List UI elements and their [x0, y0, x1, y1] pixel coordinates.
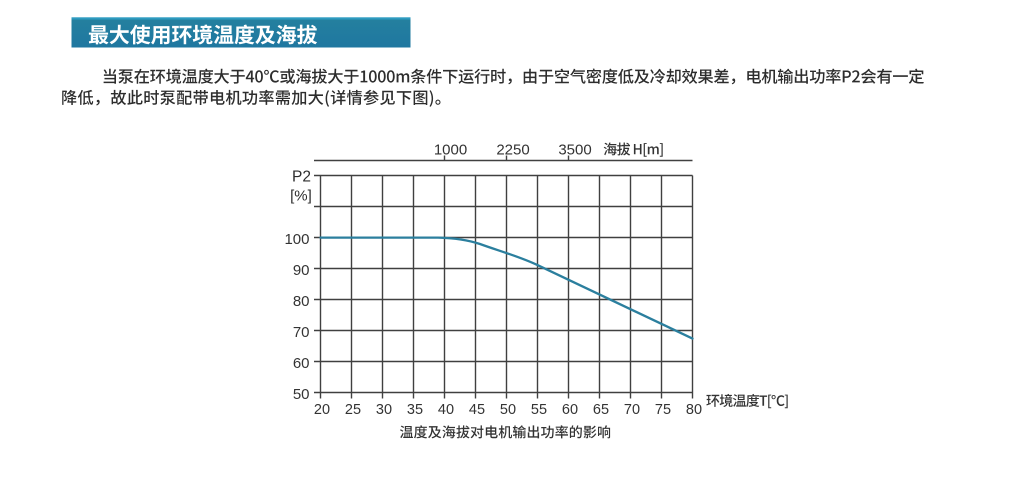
svg-text:1000: 1000: [434, 142, 467, 159]
svg-text:75: 75: [655, 402, 671, 418]
svg-text:20: 20: [314, 402, 330, 418]
svg-text:50: 50: [293, 386, 310, 403]
svg-text:100: 100: [284, 231, 309, 248]
svg-text:3500: 3500: [558, 142, 591, 159]
svg-text:80: 80: [686, 402, 702, 418]
svg-text:70: 70: [624, 402, 640, 418]
svg-text:40: 40: [438, 402, 454, 418]
svg-text:50: 50: [500, 402, 516, 418]
svg-text:25: 25: [345, 402, 361, 418]
svg-text:65: 65: [593, 402, 609, 418]
svg-text:2250: 2250: [496, 142, 529, 159]
svg-text:70: 70: [293, 324, 310, 341]
svg-text:55: 55: [531, 402, 547, 418]
svg-text:80: 80: [293, 293, 310, 310]
svg-text:P2: P2: [292, 168, 311, 185]
svg-text:[%]: [%]: [290, 187, 312, 204]
svg-text:35: 35: [407, 402, 423, 418]
svg-text:30: 30: [376, 402, 392, 418]
svg-text:60: 60: [562, 402, 578, 418]
svg-text:90: 90: [293, 262, 310, 279]
svg-text:60: 60: [293, 355, 310, 372]
svg-text:45: 45: [469, 402, 485, 418]
